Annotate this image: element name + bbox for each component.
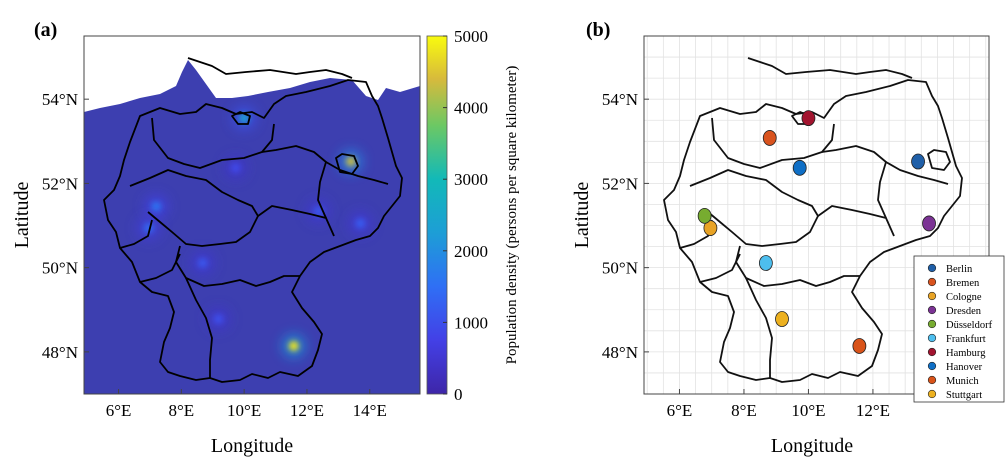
colorbar-tick-label: 0 — [454, 385, 463, 404]
colorbar-tick-label: 3000 — [454, 170, 488, 189]
y-tick-label: 50°N — [602, 259, 638, 278]
colorbar-tick-label: 4000 — [454, 99, 488, 118]
panel-b-label: (b) — [586, 19, 610, 41]
x-tick-label: 12°E — [290, 401, 324, 420]
legend-label: Cologne — [946, 292, 982, 303]
x-tick-label: 10°E — [791, 401, 825, 420]
legend-marker — [927, 263, 937, 273]
density-heatmap — [84, 36, 420, 394]
northern-coastline — [187, 57, 353, 79]
panel-a-frame — [83, 35, 421, 395]
colorbar-tick-label: 2000 — [454, 242, 488, 261]
x-tick-label: 12°E — [856, 401, 890, 420]
state-borders — [103, 57, 403, 383]
legend-label: Berlin — [946, 264, 973, 275]
panel-b-frame — [643, 35, 990, 395]
city-marker-bremen — [762, 130, 777, 146]
hotspot — [288, 340, 299, 351]
city-marker-munich — [852, 338, 867, 354]
x-tick-label: 14°E — [353, 401, 387, 420]
x-tick-label: 8°E — [731, 401, 757, 420]
city-marker-hanover — [792, 159, 807, 176]
panel-b-ylabel: Latitude — [571, 182, 593, 249]
legend-marker — [927, 305, 937, 315]
y-tick-label: 52°N — [42, 174, 78, 193]
x-tick-label: 6°E — [106, 401, 132, 420]
city-marker-berlin — [911, 153, 925, 170]
colorbar-ticks: 0 1000 2000 3000 4000 5000 — [443, 27, 488, 404]
legend-label: Düsseldorf — [946, 320, 993, 331]
legend-marker — [927, 361, 937, 371]
colorbar — [426, 35, 448, 395]
legend-label: Munich — [946, 376, 979, 387]
legend-label: Bremen — [946, 278, 980, 289]
legend-marker — [927, 389, 937, 399]
baltic-sea-region — [220, 36, 300, 64]
city-marker-stuttgart — [775, 311, 789, 327]
y-tick-label: 54°N — [42, 90, 78, 109]
panel-a-ylabel: Latitude — [11, 182, 33, 249]
panel-a-label: (a) — [34, 19, 57, 41]
hotspot — [197, 258, 208, 269]
y-tick-label: 54°N — [602, 90, 638, 109]
panel-b: (b) 6°E 8°E 10°E 12°E48°N50°N52° — [571, 19, 1005, 457]
legend-label: Frankfurt — [946, 334, 986, 345]
y-tick-label: 48°N — [42, 343, 78, 362]
hotspot — [345, 156, 356, 167]
city-marker-cologne — [703, 220, 718, 236]
panel-b-axes: 6°E 8°E 10°E 12°E 48°N 50°N 52°N 54°N — [602, 90, 890, 420]
city-marker-dresden — [922, 215, 936, 232]
x-tick-label: 10°E — [227, 401, 261, 420]
panel-a-xlabel: Longitude — [211, 435, 293, 457]
legend-label: Stuttgart — [946, 390, 982, 401]
city-markers — [697, 110, 936, 354]
legend-marker — [927, 319, 937, 329]
colorbar-tick-label: 1000 — [454, 313, 488, 332]
city-marker-frankfurt — [758, 255, 773, 271]
berlin-border — [335, 153, 359, 175]
panel-a: (a) 6° — [11, 19, 520, 457]
y-tick-label: 52°N — [602, 174, 638, 193]
hotspot — [355, 218, 366, 229]
legend-label: Dresden — [946, 306, 982, 317]
hotspot — [239, 113, 250, 124]
panel-b-xlabel: Longitude — [771, 435, 853, 457]
hotspot — [230, 162, 241, 173]
city-marker-düsseldorf — [697, 207, 712, 224]
x-tick-label: 6°E — [667, 401, 693, 420]
panel-a-axes: 6°E 8°E 10°E 12°E 14°E 48°N 50°N 52°N 54°N — [42, 90, 387, 420]
hotspot — [151, 201, 162, 212]
legend-marker — [927, 347, 937, 357]
city-legend: Berlin Bremen Cologne Dresden Düsseldorf Fran… — [913, 255, 1005, 403]
colorbar-tick-label: 5000 — [454, 27, 488, 46]
legend-marker — [927, 333, 937, 343]
y-tick-label: 48°N — [602, 343, 638, 362]
colorbar-label: Population density (persons per square k… — [504, 66, 520, 365]
hamburg-border — [231, 111, 251, 125]
legend-marker — [927, 375, 937, 385]
legend-label: Hamburg — [946, 348, 986, 359]
y-tick-label: 50°N — [42, 259, 78, 278]
x-tick-label: 8°E — [169, 401, 195, 420]
no-data-sea-region — [84, 36, 420, 112]
panel-b-grid — [644, 36, 989, 394]
legend-marker — [927, 291, 937, 301]
legend-label: Hanover — [946, 362, 983, 373]
hotspot — [213, 314, 224, 325]
city-marker-hamburg — [801, 110, 816, 127]
legend-marker — [927, 277, 937, 287]
